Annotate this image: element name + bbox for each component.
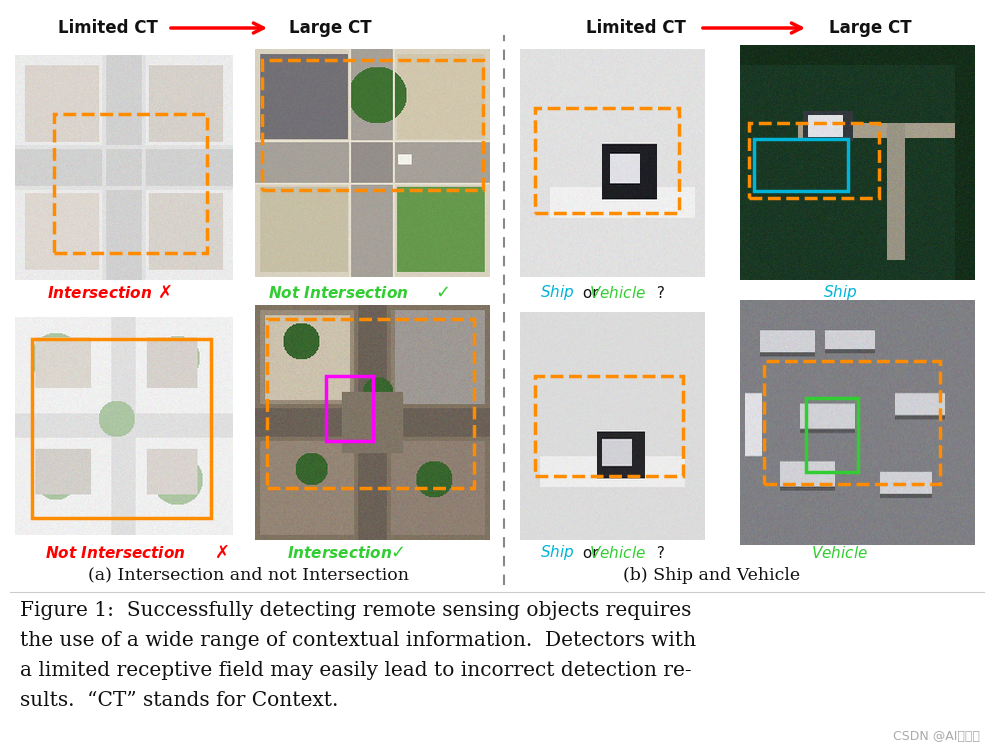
Text: Large CT: Large CT — [288, 19, 372, 37]
Text: ✓: ✓ — [391, 544, 406, 562]
Text: ?: ? — [652, 285, 665, 300]
Text: ?: ? — [652, 546, 665, 560]
Bar — [535, 108, 679, 213]
Text: Limited CT: Limited CT — [58, 19, 158, 37]
Text: $\bfit{Intersection}$: $\bfit{Intersection}$ — [287, 545, 393, 561]
Text: Large CT: Large CT — [829, 19, 911, 37]
Bar — [55, 113, 207, 253]
Bar — [262, 60, 483, 190]
Bar — [806, 398, 858, 472]
Text: the use of a wide range of contextual information.  Detectors with: the use of a wide range of contextual in… — [20, 630, 696, 649]
Text: $\it{Ship}$: $\it{Ship}$ — [823, 283, 857, 303]
Text: Figure 1:  Successfully detecting remote sensing objects requires: Figure 1: Successfully detecting remote … — [20, 600, 692, 620]
Text: $\it{Vehicle}$: $\it{Vehicle}$ — [589, 545, 646, 561]
Bar — [325, 375, 373, 442]
Bar — [749, 122, 879, 198]
Text: $\it{Vehicle}$: $\it{Vehicle}$ — [589, 285, 646, 301]
Text: (a) Intersection and not Intersection: (a) Intersection and not Intersection — [87, 566, 409, 584]
Text: ✓: ✓ — [435, 284, 450, 302]
Text: ✗: ✗ — [215, 544, 230, 562]
Text: or: or — [578, 546, 598, 560]
Text: $\bfit{Intersection}$: $\bfit{Intersection}$ — [48, 285, 152, 301]
Text: (b) Ship and Vehicle: (b) Ship and Vehicle — [623, 566, 800, 584]
Text: sults.  “CT” stands for Context.: sults. “CT” stands for Context. — [20, 691, 338, 710]
Text: a limited receptive field may easily lead to incorrect detection re-: a limited receptive field may easily lea… — [20, 661, 692, 680]
Bar — [535, 376, 683, 476]
Text: CSDN @AI小怪兽: CSDN @AI小怪兽 — [894, 731, 980, 744]
Bar — [763, 361, 939, 484]
Bar — [33, 339, 211, 518]
Text: or: or — [578, 285, 598, 300]
Text: $\it{Vehicle}$: $\it{Vehicle}$ — [811, 545, 869, 561]
Text: $\bfit{Not\ Intersection}$: $\bfit{Not\ Intersection}$ — [45, 545, 185, 561]
Bar — [754, 139, 848, 191]
Bar — [266, 319, 473, 488]
Text: $\it{Ship}$: $\it{Ship}$ — [540, 544, 575, 562]
Text: ✗: ✗ — [157, 284, 173, 302]
Text: Limited CT: Limited CT — [586, 19, 686, 37]
Text: $\bfit{Not\ Intersection}$: $\bfit{Not\ Intersection}$ — [267, 285, 409, 301]
Text: $\it{Ship}$: $\it{Ship}$ — [540, 283, 575, 303]
